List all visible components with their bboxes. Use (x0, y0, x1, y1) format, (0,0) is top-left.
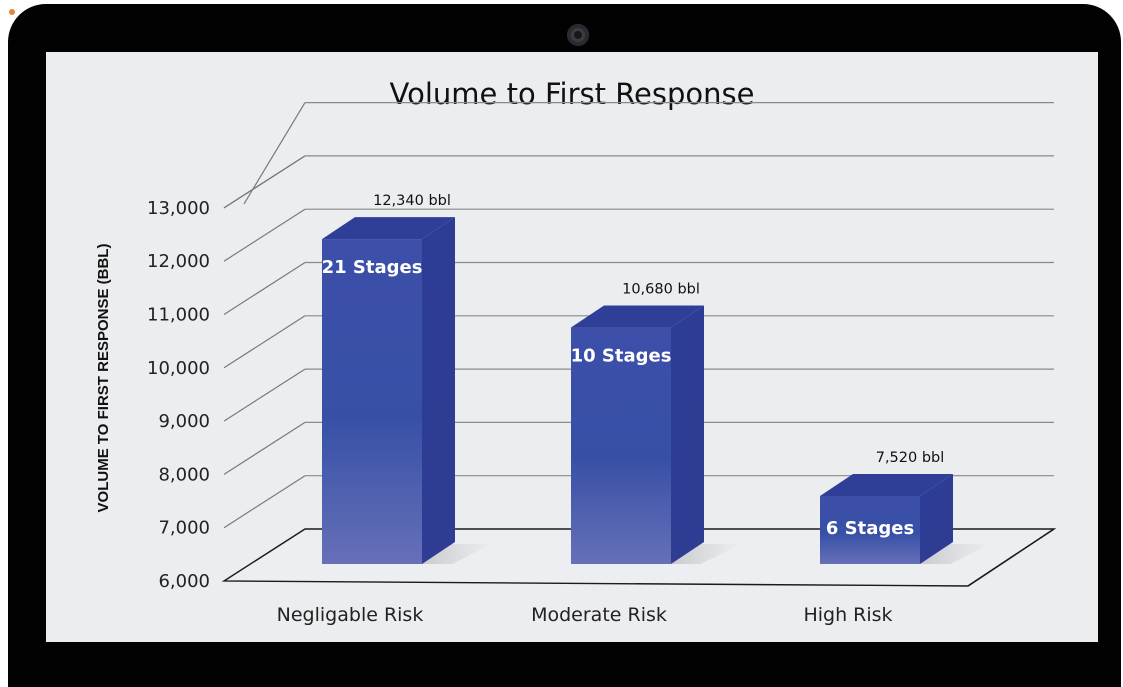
bar-chart: Volume to First Response 6,000 7,000 8,000… (95, 77, 1057, 626)
webcam-icon (567, 24, 589, 46)
bar-side (671, 305, 704, 564)
bar-side (422, 217, 455, 564)
gridline-diagonal (223, 368, 306, 422)
bar-value-label: 12,340 bbl (373, 193, 451, 209)
bar-stage-label: 10 Stages (571, 346, 672, 367)
bar (571, 327, 671, 564)
gridline-diagonal (243, 102, 306, 205)
y-tick-label: 8,000 (158, 464, 210, 485)
y-tick-label: 7,000 (158, 518, 210, 539)
chart-title: Volume to First Response (390, 77, 755, 111)
bar-top (820, 473, 953, 496)
y-tick-label: 9,000 (158, 411, 210, 432)
y-tick-label: 13,000 (147, 198, 210, 219)
y-axis-ticks: 6,000 7,000 8,000 9,000 10,000 11,000 12,000 13… (147, 198, 210, 592)
y-axis-label: VOLUME TO FIRST RESPONSE (BBL) (95, 244, 112, 513)
corner-dot (9, 9, 15, 15)
bar-value-label: 7,520 bbl (876, 450, 945, 466)
y-tick-label: 6,000 (158, 571, 210, 592)
bar-stage-label: 21 Stages (322, 257, 423, 278)
gridline-diagonal (223, 208, 306, 262)
x-category-label: High Risk (803, 604, 892, 626)
x-category-label: Moderate Risk (531, 604, 667, 626)
gridline-diagonal (223, 475, 306, 529)
gridline-diagonal (223, 315, 306, 369)
bar-stage-label: 6 Stages (826, 518, 914, 539)
bar-top (571, 305, 704, 328)
gridline-diagonal (223, 155, 306, 209)
y-tick-label: 11,000 (147, 305, 210, 326)
gridline-diagonal (223, 261, 306, 316)
y-tick-label: 10,000 (147, 358, 210, 379)
bar-value-label: 10,680 bbl (622, 282, 700, 298)
x-category-label: Negligable Risk (277, 604, 424, 626)
bar (322, 239, 422, 564)
floor-edge (967, 528, 1055, 587)
chart-screen: Volume to First Response 6,000 7,000 8,000… (46, 52, 1098, 642)
bars: 21 Stages 12,340 bbl 10 Stages 10,680 bbl 6 … (322, 193, 990, 564)
bar-top (322, 217, 455, 240)
gridline-diagonal (223, 421, 306, 475)
bar (820, 495, 920, 564)
x-axis-categories: Negligable Risk Moderate Risk High Risk (277, 604, 893, 626)
bar-side (920, 473, 953, 564)
y-tick-label: 12,000 (147, 251, 210, 272)
